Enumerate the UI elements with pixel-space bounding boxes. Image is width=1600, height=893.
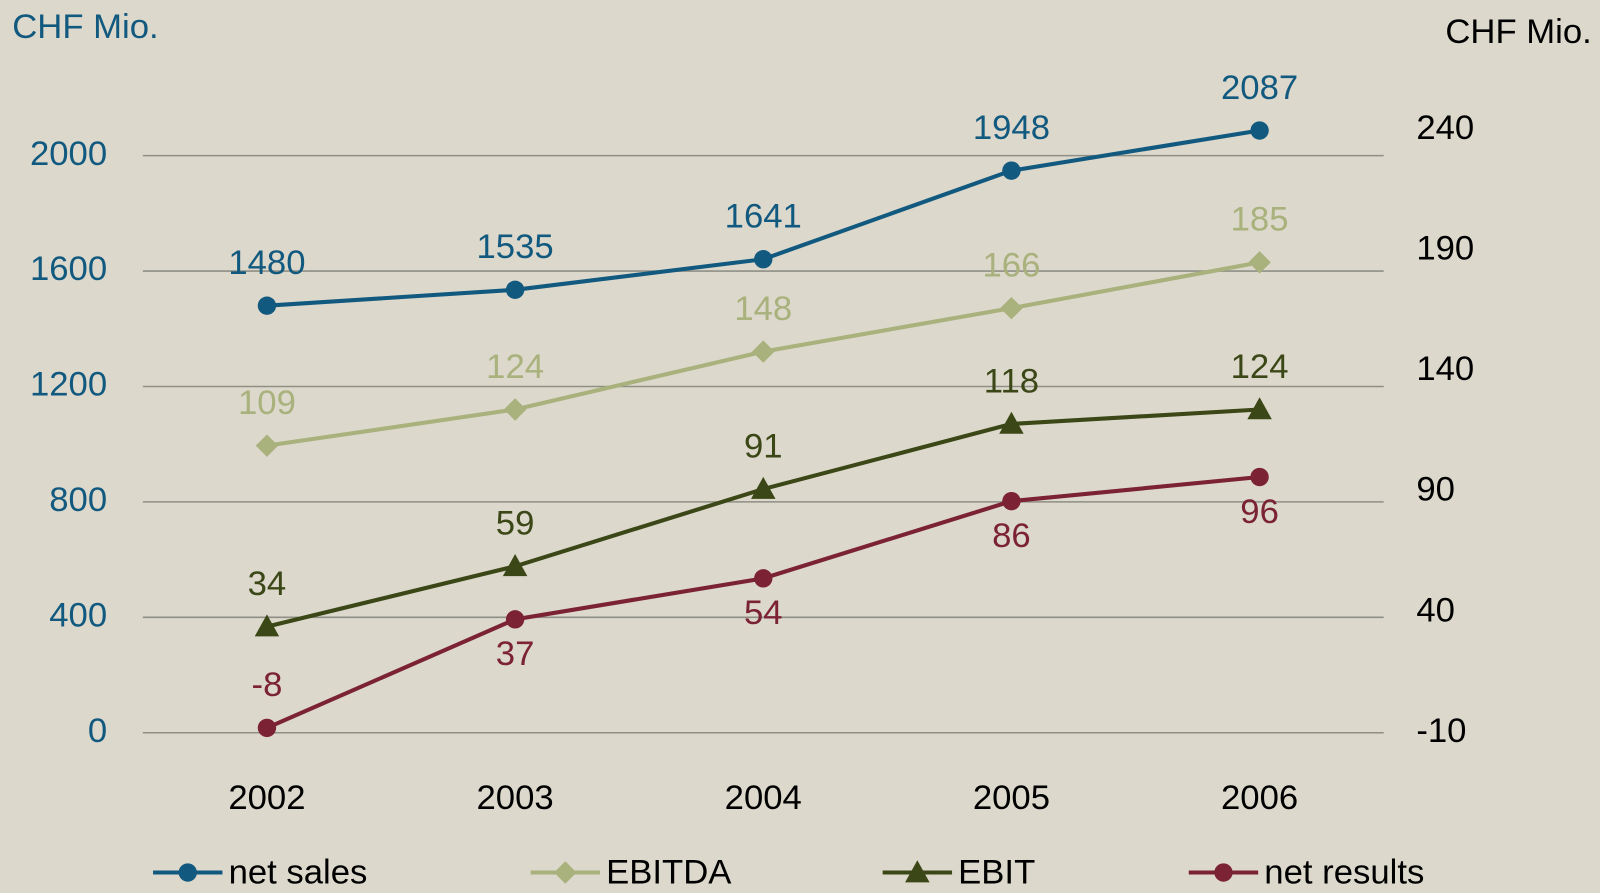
marker bbox=[1250, 121, 1269, 140]
data-label: 34 bbox=[248, 565, 287, 603]
y-tick-label: 400 bbox=[49, 596, 107, 634]
marker bbox=[505, 280, 525, 299]
data-label: 185 bbox=[1231, 201, 1289, 239]
legend-label: EBITDA bbox=[606, 854, 732, 892]
marker bbox=[1000, 296, 1023, 320]
marker bbox=[257, 296, 277, 315]
y2-tick-label: -10 bbox=[1416, 712, 1466, 750]
marker bbox=[254, 614, 280, 637]
x-tick-label: 2003 bbox=[477, 779, 554, 817]
data-label: 1641 bbox=[725, 198, 802, 236]
marker bbox=[754, 569, 773, 588]
y2-tick-label: 40 bbox=[1416, 591, 1455, 629]
marker bbox=[752, 340, 775, 363]
data-label: 86 bbox=[992, 517, 1031, 555]
data-label: 109 bbox=[238, 384, 296, 422]
y-tick-label: 800 bbox=[49, 481, 107, 519]
data-label: 166 bbox=[982, 247, 1040, 285]
marker bbox=[1248, 251, 1271, 274]
marker bbox=[1002, 161, 1021, 180]
x-tick-label: 2006 bbox=[1221, 779, 1298, 817]
marker bbox=[905, 860, 930, 883]
data-label: 1948 bbox=[973, 109, 1050, 147]
data-label: 1480 bbox=[228, 244, 305, 282]
x-tick-label: 2005 bbox=[973, 779, 1050, 817]
data-label: 148 bbox=[734, 290, 792, 328]
marker bbox=[1214, 863, 1233, 882]
data-label: 2087 bbox=[1221, 69, 1298, 107]
marker bbox=[1250, 467, 1269, 487]
data-label: 124 bbox=[486, 348, 544, 386]
data-label: 1535 bbox=[477, 228, 554, 266]
data-label: -8 bbox=[252, 666, 283, 704]
data-label: 91 bbox=[744, 427, 783, 465]
marker bbox=[178, 863, 197, 882]
y-axis-title: CHF Mio. bbox=[12, 8, 158, 46]
marker bbox=[502, 554, 528, 577]
y2-tick-label: 90 bbox=[1416, 471, 1455, 509]
legend-label: net results bbox=[1264, 854, 1424, 892]
legend-label: EBIT bbox=[958, 854, 1035, 892]
marker bbox=[751, 476, 776, 499]
data-label: 59 bbox=[496, 505, 535, 543]
marker bbox=[1247, 397, 1272, 420]
y-tick-label: 1600 bbox=[30, 250, 107, 288]
data-label: 124 bbox=[1231, 348, 1289, 386]
data-label: 118 bbox=[984, 362, 1039, 400]
marker bbox=[554, 861, 577, 884]
x-tick-label: 2002 bbox=[228, 779, 305, 817]
marker bbox=[754, 250, 773, 269]
marker bbox=[999, 411, 1024, 434]
data-label: 96 bbox=[1240, 493, 1279, 531]
y2-tick-label: 140 bbox=[1416, 350, 1474, 388]
y2-tick-label: 240 bbox=[1416, 109, 1474, 147]
data-label: 54 bbox=[744, 594, 783, 632]
marker bbox=[257, 718, 277, 738]
y-tick-label: 0 bbox=[88, 712, 107, 750]
marker bbox=[505, 610, 525, 629]
marker bbox=[1002, 491, 1021, 511]
legend-label: net sales bbox=[229, 854, 368, 892]
y2-axis-title: CHF Mio. bbox=[1445, 13, 1591, 51]
y2-tick-label: 190 bbox=[1416, 229, 1474, 267]
y-tick-label: 1200 bbox=[30, 366, 107, 404]
y-tick-label: 2000 bbox=[30, 135, 107, 173]
marker bbox=[255, 434, 279, 457]
x-tick-label: 2004 bbox=[725, 779, 802, 817]
data-label: 37 bbox=[496, 635, 535, 673]
